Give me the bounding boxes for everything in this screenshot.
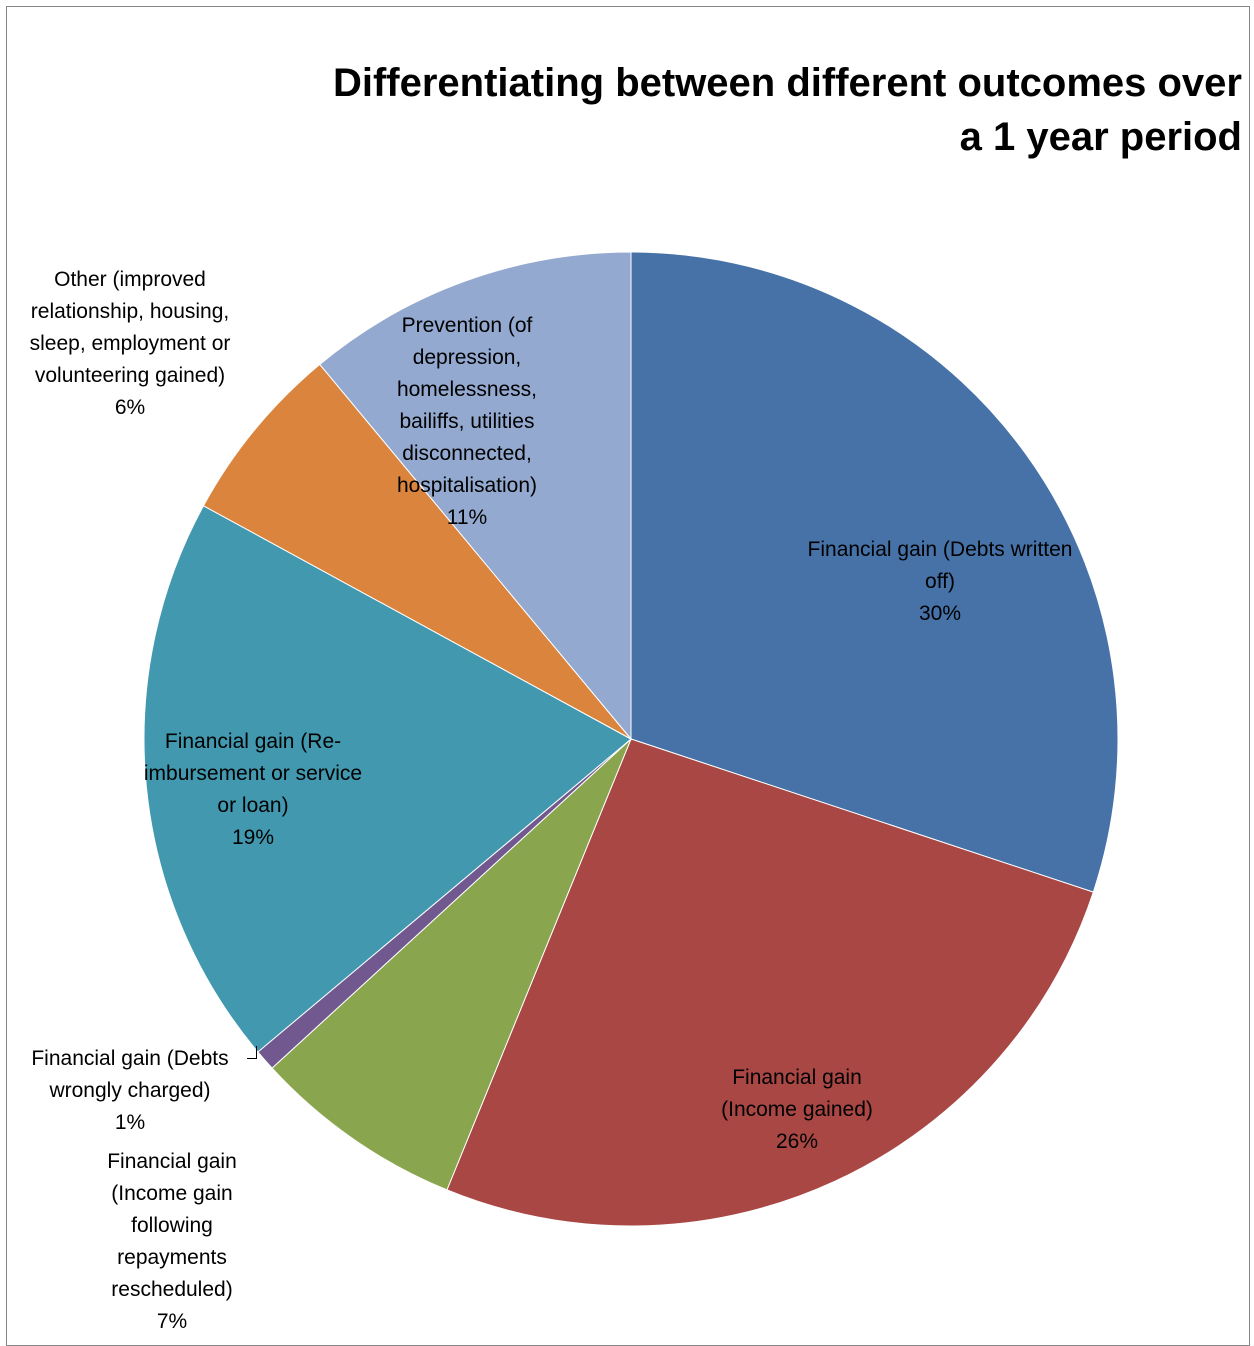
leader-line-debts-wrongly-charged xyxy=(247,1058,257,1059)
slice-label-debts-written-off: Financial gain (Debts written off) 30% xyxy=(800,534,1080,630)
slice-label-debts-wrongly-charged: Financial gain (Debts wrongly charged) 1… xyxy=(14,1043,246,1139)
slice-label-reimbursement-pct: 19% xyxy=(231,826,275,849)
slice-label-debts-written-off-text: Financial gain (Debts written off) xyxy=(807,538,1073,593)
slice-label-other: Other (improved relationship, housing, s… xyxy=(10,264,250,424)
pie-slice-3 xyxy=(271,738,632,1191)
slice-label-income-gained-text: Financial gain (Income gained) xyxy=(721,1066,873,1121)
slice-label-income-gained: Financial gain (Income gained) 26% xyxy=(697,1062,897,1158)
pie-slice-6 xyxy=(202,363,632,740)
pie-slice-2 xyxy=(446,738,1094,1227)
slice-label-income-gain-rescheduled: Financial gain (Income gain following re… xyxy=(92,1146,252,1338)
slice-label-debts-written-off-pct: 30% xyxy=(918,602,962,625)
chart-title-line-1: Differentiating between different outcom… xyxy=(332,61,1242,105)
chart-title: Differentiating between different outcom… xyxy=(142,56,1242,164)
slice-label-income-gain-rescheduled-text: Financial gain (Income gain following re… xyxy=(107,1150,237,1301)
slice-label-prevention-text: Prevention (of depression, homelessness,… xyxy=(396,314,538,497)
leader-line-debts-wrongly-charged-tick xyxy=(256,1046,257,1059)
slice-label-other-text: Other (improved relationship, housing, s… xyxy=(29,268,231,387)
pie-slice-7 xyxy=(319,251,632,741)
chart-title-line-2: a 1 year period xyxy=(959,115,1242,159)
slice-label-reimbursement: Financial gain (Re-imbursement or servic… xyxy=(142,726,364,854)
slice-label-income-gain-rescheduled-pct: 7% xyxy=(156,1310,188,1333)
slice-label-debts-wrongly-charged-pct: 1% xyxy=(114,1111,146,1134)
slice-label-debts-wrongly-charged-text: Financial gain (Debts wrongly charged) xyxy=(31,1047,229,1102)
slice-label-other-pct: 6% xyxy=(114,396,146,419)
slice-label-prevention-pct: 11% xyxy=(446,506,488,529)
pie-slice-5 xyxy=(143,505,632,1053)
slice-label-reimbursement-text: Financial gain (Re-imbursement or servic… xyxy=(143,730,363,817)
slice-label-income-gained-pct: 26% xyxy=(775,1130,819,1153)
slice-label-prevention: Prevention (of depression, homelessness,… xyxy=(370,310,564,534)
pie-slice-1 xyxy=(630,251,1119,893)
